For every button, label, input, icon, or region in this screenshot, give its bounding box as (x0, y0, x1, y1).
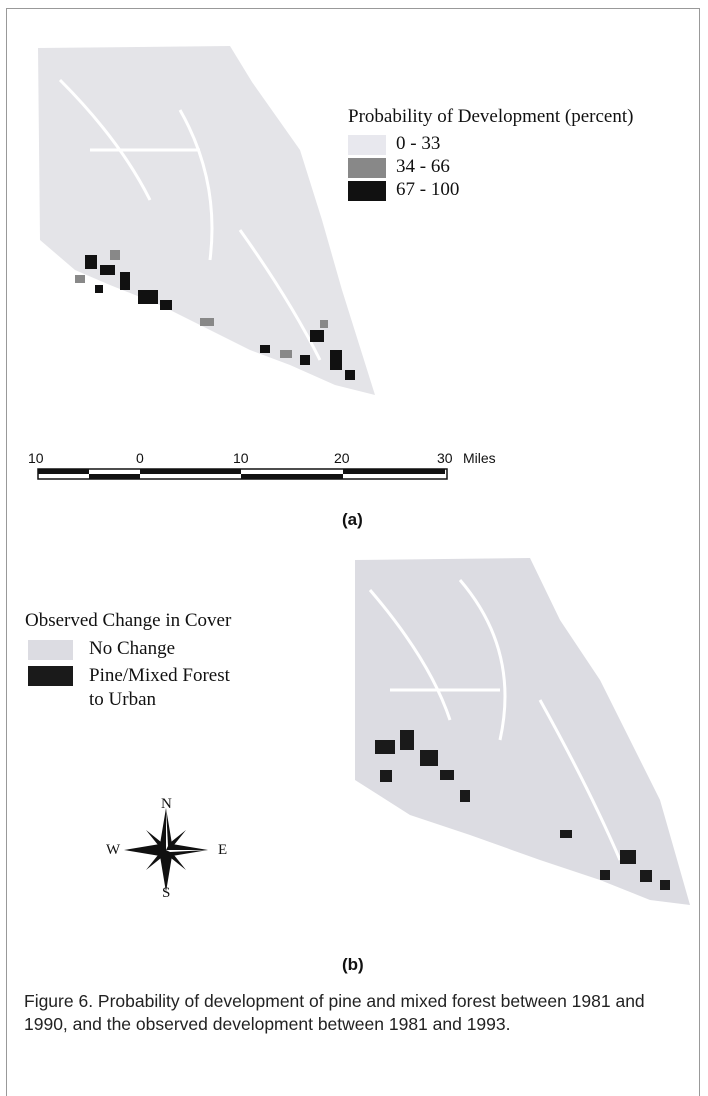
compass-e: E (218, 842, 227, 859)
legend-swatch (348, 181, 386, 201)
scale-label: 0 (136, 450, 144, 466)
panel-label: (b) (342, 955, 364, 975)
legend-title: Probability of Development (percent) (348, 106, 633, 128)
scale-label: 20 (334, 450, 350, 466)
scale-bar (38, 469, 447, 479)
map-a (38, 46, 375, 395)
legend-swatch (28, 640, 73, 660)
compass-n: N (161, 796, 172, 813)
compass-w: W (106, 842, 120, 859)
legend-swatch (348, 135, 386, 155)
legend-label: Pine/Mixed Forest to Urban (89, 664, 239, 712)
compass (124, 808, 208, 892)
scale-label: 10 (233, 450, 249, 466)
legend-swatch (348, 158, 386, 178)
figure-page: Probability of Development (percent) 0 -… (0, 0, 708, 1096)
compass-s: S (162, 885, 170, 902)
legend-label: No Change (89, 638, 175, 660)
scale-label: 30 (437, 450, 453, 466)
legend-label: 0 - 33 (396, 133, 440, 155)
legend-label: 67 - 100 (396, 179, 459, 201)
scale-unit: Miles (463, 450, 496, 466)
legend-label: 34 - 66 (396, 156, 450, 178)
legend-title: Observed Change in Cover (25, 610, 231, 632)
legend-swatch (28, 666, 73, 686)
caption: Figure 6. Probability of development of … (24, 990, 692, 1036)
panel-label: (a) (342, 510, 363, 530)
scale-label: 10 (28, 450, 44, 466)
